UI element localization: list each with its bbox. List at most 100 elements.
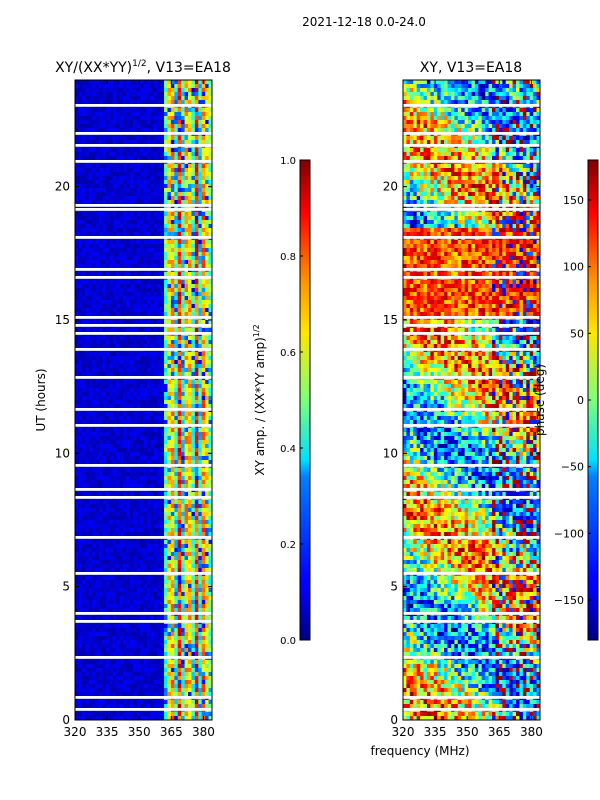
heatmap-cell: [95, 468, 100, 473]
heatmap-cell: [188, 352, 192, 357]
heatmap-cell: [150, 136, 155, 141]
heatmap-cell: [133, 300, 138, 305]
heatmap-cell: [174, 564, 179, 569]
heatmap-cell: [78, 368, 83, 373]
heatmap-cell: [201, 248, 206, 253]
heatmap-cell: [143, 336, 148, 341]
heatmap-cell: [102, 100, 107, 105]
heatmap-cell: [174, 320, 179, 325]
heatmap-cell: [188, 512, 192, 517]
heatmap-cell: [102, 416, 107, 421]
heatmap-cell: [136, 440, 141, 445]
heatmap-cell: [146, 256, 151, 261]
heatmap-cell: [208, 128, 213, 133]
heatmap-cell: [177, 576, 182, 581]
heatmap-cell: [78, 444, 83, 449]
heatmap-cell: [102, 528, 107, 533]
heatmap-cell: [75, 288, 79, 293]
heatmap-cell: [81, 240, 86, 245]
heatmap-cell: [201, 304, 206, 309]
heatmap-cell: [140, 264, 144, 269]
heatmap-cell: [201, 188, 206, 193]
heatmap-cell: [205, 404, 209, 409]
heatmap-cell: [119, 388, 124, 393]
heatmap-cell: [188, 88, 192, 93]
heatmap-cell: [88, 292, 93, 297]
heatmap-cell: [198, 480, 203, 485]
heatmap-cell: [208, 176, 213, 181]
heatmap-cell: [194, 128, 199, 133]
heatmap-cell: [92, 544, 96, 549]
heatmap-cell: [181, 388, 185, 393]
heatmap-cell: [205, 288, 209, 293]
heatmap-cell: [160, 96, 165, 101]
heatmap-cell: [188, 124, 192, 129]
heatmap-cell: [133, 484, 138, 489]
heatmap-cell: [143, 120, 148, 125]
heatmap-cell: [181, 512, 185, 517]
heatmap-cell: [129, 336, 134, 341]
heatmap-cell: [194, 280, 199, 285]
heatmap-cell: [167, 540, 172, 545]
heatmap-cell: [112, 176, 117, 181]
heatmap-cell: [136, 284, 141, 289]
heatmap-cell: [160, 188, 165, 193]
heatmap-cell: [188, 272, 192, 277]
heatmap-cell: [205, 512, 209, 517]
heatmap-cell: [170, 112, 175, 117]
heatmap-cell: [194, 156, 199, 161]
heatmap-cell: [109, 308, 114, 313]
heatmap-cell: [143, 164, 148, 169]
heatmap-cell: [201, 116, 206, 121]
heatmap-cell: [126, 484, 131, 489]
heatmap-cell: [92, 484, 96, 489]
heatmap-cell: [160, 556, 165, 561]
heatmap-cell: [191, 568, 196, 573]
heatmap-cell: [198, 88, 203, 93]
heatmap-cell: [140, 100, 144, 105]
heatmap-cell: [109, 480, 114, 485]
heatmap-cell: [160, 252, 165, 257]
heatmap-cell: [194, 100, 199, 105]
heatmap-cell: [98, 372, 103, 377]
heatmap-cell: [208, 140, 213, 145]
heatmap-cell: [109, 152, 114, 157]
heatmap-cell: [188, 192, 192, 197]
heatmap-cell: [181, 444, 185, 449]
heatmap-cell: [112, 356, 117, 361]
heatmap-cell: [174, 224, 179, 229]
heatmap-cell: [105, 568, 110, 573]
heatmap-cell: [92, 120, 96, 125]
heatmap-cell: [133, 228, 138, 233]
heatmap-cell: [116, 312, 120, 317]
heatmap-cell: [140, 260, 144, 265]
heatmap-cell: [143, 228, 148, 233]
heatmap-cell: [181, 308, 185, 313]
heatmap-cell: [184, 476, 189, 481]
heatmap-cell: [88, 412, 93, 417]
heatmap-cell: [95, 200, 100, 205]
heatmap-cell: [112, 180, 117, 185]
heatmap-cell: [146, 500, 151, 505]
heatmap-cell: [109, 84, 114, 89]
heatmap-cell: [136, 436, 141, 441]
heatmap-cell: [160, 360, 165, 365]
heatmap-cell: [136, 312, 141, 317]
heatmap-cell: [81, 396, 86, 401]
heatmap-cell: [170, 148, 175, 153]
heatmap-cell: [105, 116, 110, 121]
heatmap-cell: [78, 560, 83, 565]
heatmap-cell: [184, 112, 189, 117]
heatmap-cell: [177, 304, 182, 309]
heatmap-cell: [98, 336, 103, 341]
heatmap-cell: [109, 556, 114, 561]
heatmap-cell: [92, 252, 96, 257]
heatmap-cell: [191, 340, 196, 345]
heatmap-cell: [157, 404, 162, 409]
heatmap-cell: [150, 432, 155, 437]
heatmap-cell: [181, 468, 185, 473]
heatmap-cell: [133, 84, 138, 89]
heatmap-cell: [208, 228, 213, 233]
heatmap-cell: [167, 168, 172, 173]
heatmap-cell: [150, 188, 155, 193]
